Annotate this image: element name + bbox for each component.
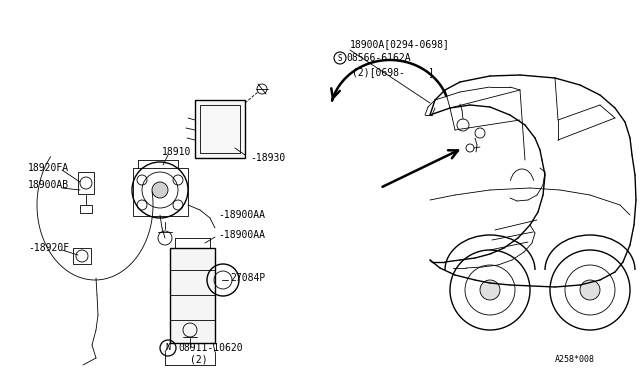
Circle shape	[480, 280, 500, 300]
Bar	[195, 100, 245, 158]
Bar	[133, 168, 188, 216]
Text: -18920F: -18920F	[28, 243, 69, 253]
Text: 27084P: 27084P	[230, 273, 265, 283]
Bar	[170, 248, 215, 343]
Text: (2)[0698-    ]: (2)[0698- ]	[352, 67, 435, 77]
Text: -18900AA: -18900AA	[218, 230, 265, 240]
Text: 18920FA: 18920FA	[28, 163, 69, 173]
Text: 08911-10620: 08911-10620	[178, 343, 243, 353]
Text: 18900AB: 18900AB	[28, 180, 69, 190]
Bar	[200, 105, 240, 153]
Bar	[73, 248, 91, 264]
Text: -18930: -18930	[250, 153, 285, 163]
Text: N: N	[166, 343, 170, 353]
Text: A258*008: A258*008	[555, 356, 595, 365]
Circle shape	[152, 182, 168, 198]
Circle shape	[580, 280, 600, 300]
Text: 18900A[0294-0698]: 18900A[0294-0698]	[350, 39, 450, 49]
Text: -18900AA: -18900AA	[218, 210, 265, 220]
Text: S: S	[338, 54, 342, 62]
Text: 18910: 18910	[162, 147, 191, 157]
Text: 08566-6162A: 08566-6162A	[346, 53, 411, 63]
Text: (2): (2)	[190, 355, 207, 365]
Bar	[80, 205, 92, 213]
Bar	[78, 172, 94, 194]
